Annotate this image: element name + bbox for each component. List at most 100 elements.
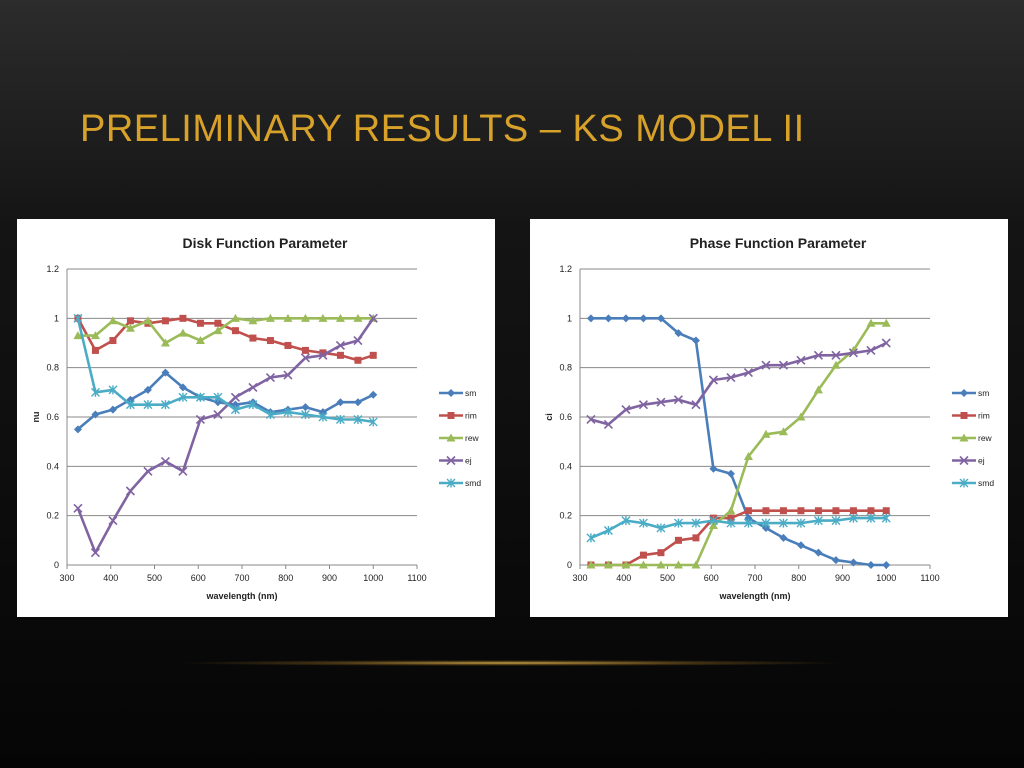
legend-label: sm — [465, 388, 476, 398]
data-point-ej — [300, 353, 311, 363]
data-point-sm — [231, 400, 240, 409]
y-tick-label: 1.2 — [46, 264, 59, 274]
series-line-rew — [590, 322, 887, 567]
legend-marker — [959, 433, 969, 442]
data-point-ej — [265, 372, 276, 383]
chart-title: Phase Function Parameter — [690, 235, 867, 251]
data-point-rew — [621, 560, 631, 569]
legend-label: rim — [978, 411, 990, 421]
data-point-smd — [708, 516, 718, 526]
data-point-sm — [178, 383, 187, 392]
data-point-rew — [656, 560, 666, 569]
data-point-ej — [178, 466, 188, 476]
data-point-rim — [692, 534, 700, 542]
series-rim — [74, 314, 377, 364]
data-point-smd — [603, 525, 613, 535]
x-tick-label: 500 — [660, 573, 675, 583]
x-tick-label: 400 — [103, 573, 118, 583]
data-point-rew — [265, 313, 275, 322]
y-tick-label: 1 — [567, 313, 572, 323]
series-line-ej — [590, 341, 887, 426]
data-point-smd — [353, 414, 363, 424]
legend-marker — [959, 478, 969, 488]
x-tick-label: 800 — [278, 573, 293, 583]
data-point-ej — [368, 313, 378, 323]
data-point-smd — [881, 513, 891, 523]
data-point-ej — [160, 456, 171, 466]
legend-item-rim: rim — [439, 411, 477, 421]
y-tick-label: 0.6 — [46, 412, 59, 422]
data-point-sm — [849, 558, 858, 567]
data-point-rew — [335, 313, 345, 322]
data-point-smd — [691, 518, 701, 528]
legend-marker — [447, 389, 455, 397]
legend-item-rew: rew — [439, 433, 480, 443]
data-point-rim — [284, 341, 292, 349]
data-point-smd — [335, 414, 345, 424]
data-point-smd — [73, 313, 83, 323]
data-point-ej — [248, 382, 258, 392]
data-point-smd — [160, 400, 170, 410]
data-point-ej — [656, 397, 666, 407]
data-point-rew — [743, 451, 753, 460]
data-point-sm — [108, 405, 117, 414]
y-tick-label: 0 — [54, 560, 59, 570]
data-point-ej — [195, 414, 206, 425]
data-point-rew — [726, 506, 736, 515]
data-point-ej — [673, 395, 684, 405]
data-point-ej — [881, 338, 891, 348]
legend-marker — [960, 412, 968, 419]
data-point-ej — [230, 392, 241, 402]
legend-label: sm — [978, 388, 989, 398]
x-tick-label: 900 — [322, 573, 337, 583]
data-point-sm — [691, 336, 700, 345]
y-tick-label: 0.4 — [559, 461, 572, 471]
data-point-rew — [160, 338, 170, 347]
chart-title: Disk Function Parameter — [183, 235, 348, 251]
data-point-rew — [318, 313, 328, 322]
data-point-ej — [726, 372, 736, 383]
data-point-rim — [657, 549, 665, 557]
data-point-rew — [813, 385, 823, 394]
data-point-sm — [831, 556, 840, 565]
series-line-smd — [590, 516, 887, 540]
data-point-rew — [673, 560, 683, 569]
data-point-smd — [318, 412, 328, 422]
x-tick-label: 800 — [791, 573, 806, 583]
data-point-rew — [230, 313, 240, 322]
data-point-smd — [248, 400, 258, 410]
data-point-smd — [813, 516, 823, 526]
data-point-ej — [353, 335, 363, 346]
data-point-rew — [586, 560, 596, 569]
data-point-rew — [108, 316, 118, 325]
chart-phase-function: Phase Function Parameter 0 0.2 0.4 0.6 0.8 1 1.… — [530, 219, 1008, 617]
data-point-sm — [882, 561, 891, 569]
legend-item-smd: smd — [952, 478, 994, 488]
y-tick-label: 0.4 — [46, 461, 59, 471]
data-point-smd — [90, 387, 100, 397]
x-tick-label: 1000 — [876, 573, 896, 583]
data-point-smd — [848, 513, 858, 523]
data-point-rew — [283, 313, 293, 322]
data-point-smd — [300, 410, 310, 420]
series-line-rew — [77, 317, 374, 345]
x-tick-label: 1000 — [363, 573, 383, 583]
data-point-rew — [178, 328, 188, 337]
data-point-sm — [604, 314, 613, 323]
y-tick-label: 0.8 — [46, 363, 59, 373]
x-axis-label: wavelength (nm) — [205, 591, 277, 601]
data-point-ej — [90, 548, 101, 558]
data-point-rew — [866, 318, 876, 327]
data-point-smd — [125, 400, 135, 410]
data-point-rew — [353, 313, 363, 322]
legend-marker — [960, 389, 968, 397]
data-point-rew — [143, 316, 153, 325]
data-point-sm — [674, 329, 683, 338]
data-point-rim — [882, 507, 890, 515]
data-point-rim — [161, 317, 169, 325]
data-point-sm — [796, 541, 805, 550]
data-point-rim — [867, 507, 875, 515]
data-point-rim — [727, 514, 735, 522]
y-tick-label: 0.2 — [46, 511, 59, 521]
x-tick-label: 600 — [191, 573, 206, 583]
